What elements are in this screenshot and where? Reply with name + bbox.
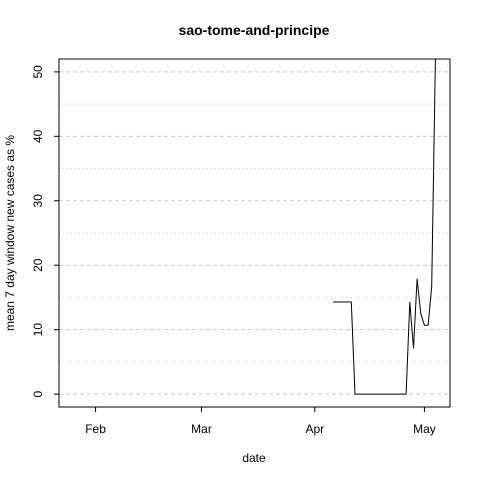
x-tick-label: Apr bbox=[305, 422, 324, 436]
chart-title: sao-tome-and-principe bbox=[179, 22, 330, 38]
x-axis: Feb Mar Apr May bbox=[85, 407, 436, 436]
y-tick-label: 40 bbox=[31, 129, 45, 143]
y-tick-label: 50 bbox=[31, 65, 45, 79]
y-tick-label: 30 bbox=[31, 194, 45, 208]
y-tick-label: 0 bbox=[31, 390, 45, 397]
y-tick-label: 10 bbox=[31, 323, 45, 337]
y-tick-label: 20 bbox=[31, 258, 45, 272]
plot-frame bbox=[58, 58, 451, 408]
x-axis-label: date bbox=[242, 451, 266, 465]
x-tick-label: May bbox=[413, 422, 436, 436]
y-axis: 0 10 20 30 40 50 bbox=[31, 65, 59, 397]
plot-area bbox=[333, 59, 439, 395]
grid bbox=[59, 71, 450, 395]
x-tick-label: Feb bbox=[85, 422, 106, 436]
y-axis-label: mean 7 day window new cases as % bbox=[3, 135, 17, 331]
x-tick-label: Mar bbox=[191, 422, 212, 436]
series-line bbox=[333, 59, 439, 395]
